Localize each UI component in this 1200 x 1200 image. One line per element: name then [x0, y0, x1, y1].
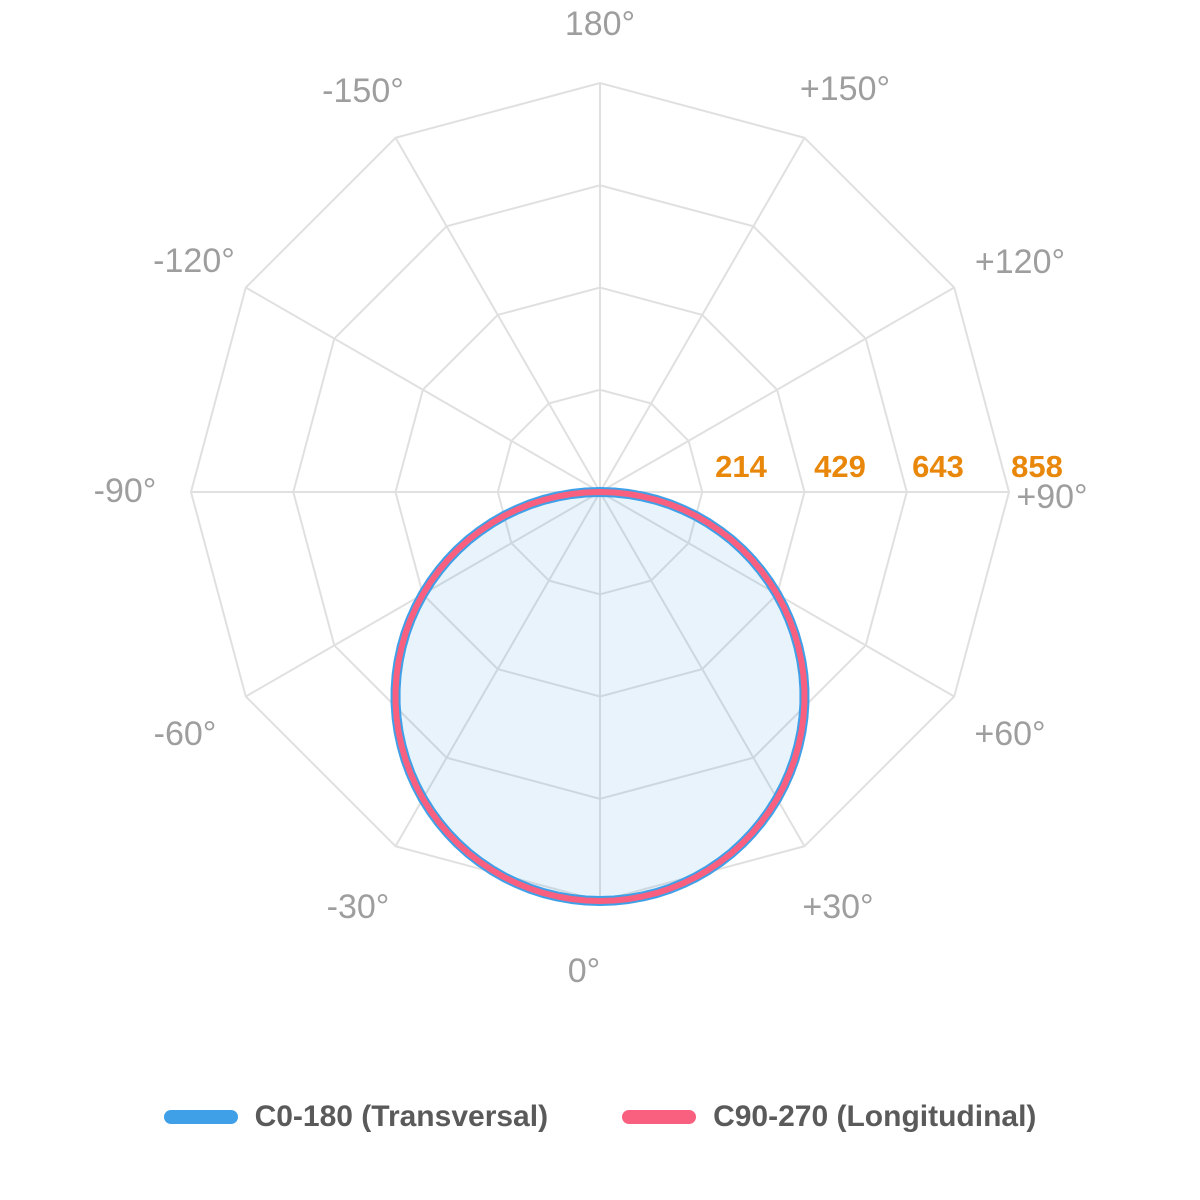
- legend-swatch-c90-270: [622, 1110, 697, 1124]
- grid-spoke: [245, 286, 601, 493]
- legend-swatch-c0-180: [163, 1110, 238, 1124]
- angle-tick-label: 180°: [565, 5, 635, 43]
- radial-tick-label: 429: [814, 449, 866, 484]
- radial-tick-label: 214: [715, 449, 767, 484]
- angle-tick-label: +120°: [975, 243, 1065, 281]
- angle-tick-label: -150°: [322, 72, 404, 110]
- angle-tick-label: +90°: [1016, 478, 1087, 516]
- angle-tick-label: +30°: [802, 888, 873, 926]
- grid-spoke: [599, 491, 806, 847]
- grid-spoke: [599, 286, 955, 493]
- grid-spoke: [394, 137, 601, 493]
- angle-tick-label: -30°: [327, 888, 390, 926]
- radial-tick-label: 858: [1011, 449, 1063, 484]
- angle-tick-label: +60°: [974, 715, 1045, 753]
- angle-tick-label: -90°: [94, 472, 157, 510]
- angle-tick-label: -120°: [153, 242, 235, 280]
- legend: C0-180 (Transversal) C90-270 (Longitudin…: [0, 1100, 1200, 1134]
- legend-item-c90-270[interactable]: C90-270 (Longitudinal): [622, 1100, 1036, 1134]
- angle-tick-label: 0°: [568, 952, 601, 990]
- legend-label-c0-180: C0-180 (Transversal): [254, 1100, 549, 1133]
- radial-tick-label: 643: [912, 449, 964, 484]
- angle-tick-label: -60°: [154, 715, 217, 753]
- series-c90-270-curve: [392, 489, 808, 904]
- grid-spoke: [599, 137, 806, 493]
- grid-spoke: [394, 491, 601, 847]
- angle-tick-label: +150°: [800, 70, 890, 108]
- legend-label-c90-270: C90-270 (Longitudinal): [713, 1100, 1037, 1133]
- legend-item-c0-180[interactable]: C0-180 (Transversal): [163, 1100, 549, 1134]
